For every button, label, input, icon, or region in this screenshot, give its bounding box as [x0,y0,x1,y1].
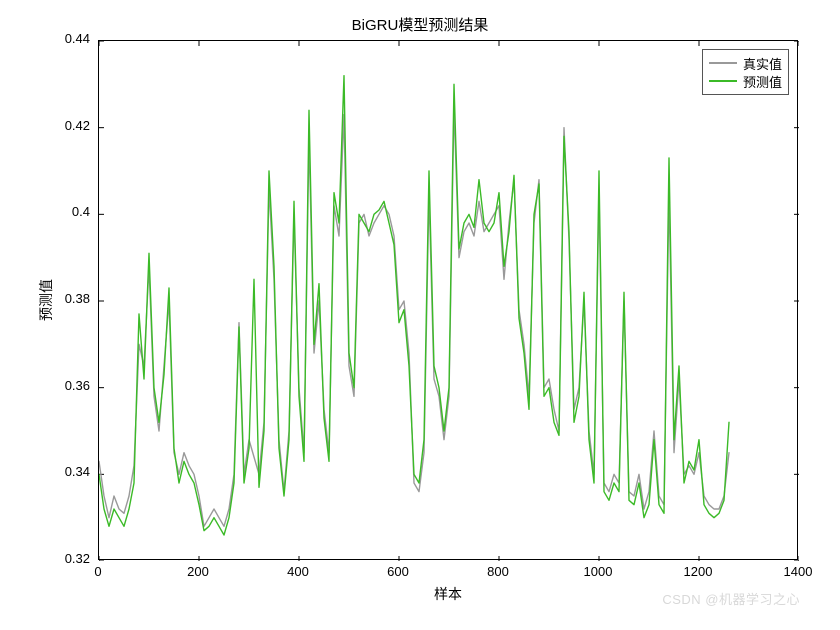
y-tick-label: 0.44 [40,31,90,46]
legend-swatch-actual [709,62,737,64]
x-tick-label: 800 [478,564,518,579]
y-tick-label: 0.36 [40,378,90,393]
legend-box: 真实值 预测值 [702,49,789,95]
legend-swatch-predicted [709,80,737,82]
watermark-text: CSDN @机器学习之心 [662,589,800,608]
plot-svg [99,41,799,561]
legend-label-predicted: 预测值 [743,72,782,91]
x-tick-label: 0 [78,564,118,579]
plot-area: 真实值 预测值 [98,40,798,560]
x-tick-label: 1200 [678,564,718,579]
y-tick-label: 0.38 [40,291,90,306]
legend-item-actual: 真实值 [709,54,782,72]
y-tick-label: 0.4 [40,204,90,219]
legend-item-predicted: 预测值 [709,72,782,90]
x-tick-label: 200 [178,564,218,579]
chart-container: BiGRU模型预测结果 真实值 预测值 预测值 样本 CSDN @机器学习之心 … [0,0,840,630]
x-tick-label: 1000 [578,564,618,579]
y-tick-label: 0.42 [40,118,90,133]
x-tick-label: 600 [378,564,418,579]
legend-label-actual: 真实值 [743,54,782,73]
x-tick-label: 400 [278,564,318,579]
chart-title: BiGRU模型预测结果 [0,14,840,35]
y-tick-label: 0.34 [40,464,90,479]
y-tick-label: 0.32 [40,551,90,566]
x-tick-label: 1400 [778,564,818,579]
